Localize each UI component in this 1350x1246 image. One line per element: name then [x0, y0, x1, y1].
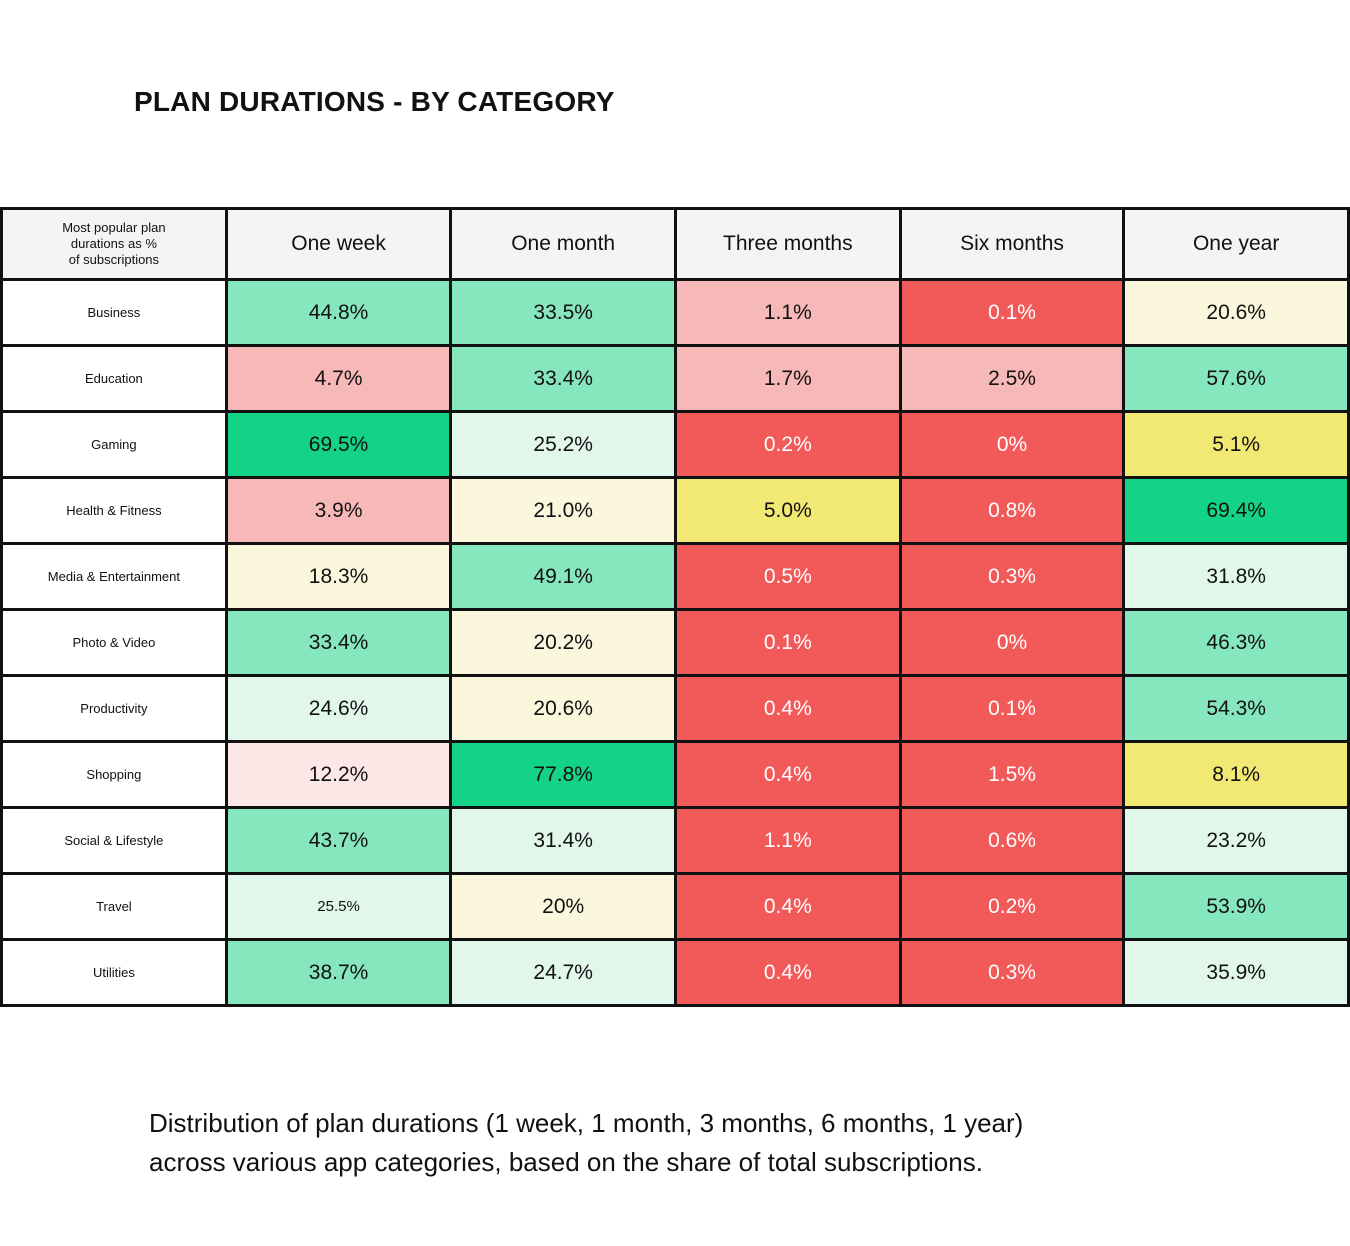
heatmap-cell: 44.8%: [224, 278, 453, 347]
category-label: Shopping: [0, 740, 228, 809]
table-row: Health & Fitness 3.9% 21.0% 5.0% 0.8% 69.4%: [0, 476, 1350, 545]
table-row: Shopping 12.2% 77.8% 0.4% 1.5% 8.1%: [0, 740, 1350, 809]
caption-line-2: across various app categories, based on …: [149, 1147, 983, 1177]
heatmap-cell: 12.2%: [224, 740, 453, 809]
category-label: Productivity: [0, 674, 228, 743]
table-row: Business 44.8% 33.5% 1.1% 0.1% 20.6%: [0, 278, 1350, 347]
caption-line-1: Distribution of plan durations (1 week, …: [149, 1108, 1024, 1138]
heatmap-cell: 20.6%: [449, 674, 677, 743]
chart-title: PLAN DURATIONS - BY CATEGORY: [134, 86, 615, 117]
heatmap-cell: 0.8%: [898, 476, 1126, 545]
heatmap-cell: 2.5%: [898, 344, 1126, 413]
heatmap-cell: 33.4%: [224, 608, 453, 677]
heatmap-cell: 0.1%: [898, 674, 1126, 743]
heatmap-cell: 0%: [898, 410, 1126, 479]
table-row: Productivity 24.6% 20.6% 0.4% 0.1% 54.3%: [0, 674, 1350, 743]
heatmap-cell: 57.6%: [1122, 344, 1350, 413]
heatmap-cell: 23.2%: [1122, 806, 1350, 875]
heatmap-cell: 24.7%: [449, 938, 677, 1007]
table-row: Social & Lifestyle 43.7% 31.4% 1.1% 0.6% 23.2…: [0, 806, 1350, 875]
heatmap-cell: 3.9%: [224, 476, 453, 545]
category-label: Business: [0, 278, 228, 347]
heatmap-cell: 31.4%: [449, 806, 677, 875]
heatmap-cell: 25.5%: [224, 872, 453, 941]
category-label: Gaming: [0, 410, 228, 479]
heatmap-cell: 46.3%: [1122, 608, 1350, 677]
heatmap-cell: 0.4%: [673, 740, 902, 809]
heatmap-cell: 0.1%: [898, 278, 1126, 347]
category-label: Social & Lifestyle: [0, 806, 228, 875]
heatmap-cell: 20%: [449, 872, 677, 941]
category-label: Photo & Video: [0, 608, 228, 677]
heatmap-cell: 0.1%: [673, 608, 902, 677]
heatmap-cell: 1.7%: [673, 344, 902, 413]
corner-label: Most popular plan durations as % of subs…: [0, 207, 228, 281]
heatmap-cell: 0.4%: [673, 938, 902, 1007]
heatmap-cell: 33.4%: [449, 344, 677, 413]
table-row: Education 4.7% 33.4% 1.7% 2.5% 57.6%: [0, 344, 1350, 413]
heatmap-cell: 43.7%: [224, 806, 453, 875]
heatmap-body: Business 44.8% 33.5% 1.1% 0.1% 20.6% Education…: [0, 278, 1350, 1007]
heatmap-cell: 69.5%: [224, 410, 453, 479]
heatmap-cell: 21.0%: [449, 476, 677, 545]
heatmap-cell: 38.7%: [224, 938, 453, 1007]
heatmap-cell: 0.4%: [673, 872, 902, 941]
heatmap-cell: 53.9%: [1122, 872, 1350, 941]
column-header: Six months: [898, 207, 1126, 281]
column-header: One year: [1122, 207, 1350, 281]
category-label: Health & Fitness: [0, 476, 228, 545]
category-label: Utilities: [0, 938, 228, 1007]
heatmap-cell: 1.5%: [898, 740, 1126, 809]
heatmap-cell: 33.5%: [449, 278, 677, 347]
heatmap-cell: 20.2%: [449, 608, 677, 677]
heatmap-cell: 31.8%: [1122, 542, 1350, 611]
table-row: Photo & Video 33.4% 20.2% 0.1% 0% 46.3%: [0, 608, 1350, 677]
heatmap-cell: 54.3%: [1122, 674, 1350, 743]
column-header: One week: [224, 207, 453, 281]
heatmap-cell: 8.1%: [1122, 740, 1350, 809]
category-label: Education: [0, 344, 228, 413]
plan-duration-heatmap: Most popular plan durations as % of subs…: [0, 207, 1350, 1007]
heatmap-cell: 0.3%: [898, 938, 1126, 1007]
category-label: Media & Entertainment: [0, 542, 228, 611]
chart-caption: Distribution of plan durations (1 week, …: [149, 1104, 1249, 1182]
heatmap-cell: 1.1%: [673, 278, 902, 347]
heatmap-cell: 25.2%: [449, 410, 677, 479]
heatmap-cell: 0.3%: [898, 542, 1126, 611]
header-row: Most popular plan durations as % of subs…: [0, 207, 1350, 281]
heatmap-cell: 4.7%: [224, 344, 453, 413]
table-row: Utilities 38.7% 24.7% 0.4% 0.3% 35.9%: [0, 938, 1350, 1007]
heatmap-cell: 77.8%: [449, 740, 677, 809]
heatmap-cell: 69.4%: [1122, 476, 1350, 545]
heatmap-cell: 0.4%: [673, 674, 902, 743]
category-label: Travel: [0, 872, 228, 941]
heatmap-cell: 18.3%: [224, 542, 453, 611]
heatmap-cell: 49.1%: [449, 542, 677, 611]
heatmap-cell: 35.9%: [1122, 938, 1350, 1007]
heatmap-cell: 5.1%: [1122, 410, 1350, 479]
heatmap-cell: 0.6%: [898, 806, 1126, 875]
heatmap-cell: 5.0%: [673, 476, 902, 545]
column-header: One month: [449, 207, 677, 281]
heatmap-cell: 1.1%: [673, 806, 902, 875]
table-row: Gaming 69.5% 25.2% 0.2% 0% 5.1%: [0, 410, 1350, 479]
heatmap-cell: 24.6%: [224, 674, 453, 743]
table-row: Media & Entertainment 18.3% 49.1% 0.5% 0.3% 3…: [0, 542, 1350, 611]
table-row: Travel 25.5% 20% 0.4% 0.2% 53.9%: [0, 872, 1350, 941]
heatmap-cell: 20.6%: [1122, 278, 1350, 347]
heatmap-cell: 0.5%: [673, 542, 902, 611]
heatmap-cell: 0.2%: [673, 410, 902, 479]
column-header: Three months: [673, 207, 902, 281]
heatmap-cell: 0.2%: [898, 872, 1126, 941]
heatmap-cell: 0%: [898, 608, 1126, 677]
